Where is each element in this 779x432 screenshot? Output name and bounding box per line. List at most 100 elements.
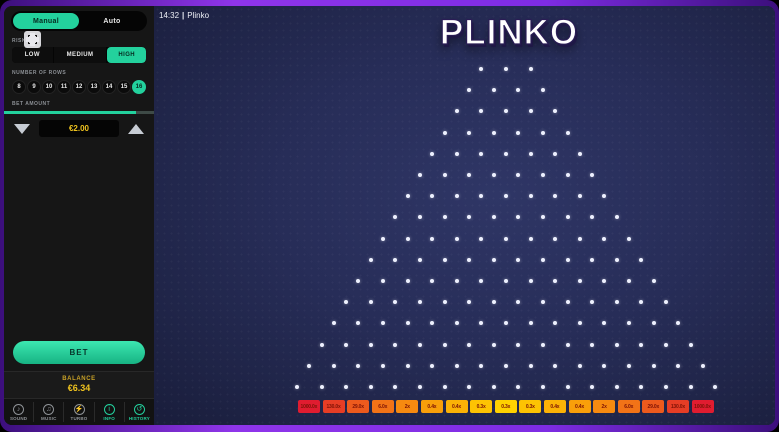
peg bbox=[491, 215, 496, 220]
peg bbox=[430, 321, 435, 326]
nav-info-button[interactable]: i INFO bbox=[93, 402, 124, 422]
peg bbox=[467, 300, 472, 305]
peg bbox=[393, 300, 398, 305]
multiplier-slot: 6.0x bbox=[617, 400, 640, 413]
mode-tab-auto[interactable]: Auto bbox=[103, 17, 121, 25]
rows-option-12[interactable]: 12 bbox=[72, 80, 86, 94]
peg bbox=[528, 236, 533, 241]
peg bbox=[540, 342, 545, 347]
mode-tab-manual[interactable]: Manual bbox=[13, 13, 79, 29]
risk-selector: LOW MEDIUM HIGH bbox=[12, 47, 146, 63]
peg bbox=[417, 342, 422, 347]
sidebar: Manual Auto RISK LOW MEDIUM HIGH NUMBER OF … bbox=[4, 6, 154, 425]
peg bbox=[590, 342, 595, 347]
multiplier-slot: 0.3x bbox=[494, 400, 517, 413]
peg bbox=[368, 342, 373, 347]
rows-label: NUMBER OF ROWS bbox=[12, 70, 67, 76]
peg bbox=[393, 385, 398, 389]
rows-selector: 8 9 10 11 12 13 14 15 16 bbox=[12, 80, 146, 94]
app-content: Manual Auto RISK LOW MEDIUM HIGH NUMBER OF … bbox=[4, 6, 775, 425]
peg bbox=[553, 321, 558, 326]
mode-tabs: Manual Auto bbox=[11, 11, 147, 31]
peg bbox=[639, 257, 644, 262]
rows-option-8[interactable]: 8 bbox=[12, 80, 26, 94]
fullscreen-cursor-icon bbox=[24, 31, 41, 48]
peg bbox=[479, 109, 484, 114]
peg bbox=[491, 300, 496, 305]
peg bbox=[553, 109, 558, 114]
nav-history-button[interactable]: ↺ HISTORY bbox=[123, 402, 154, 422]
peg bbox=[590, 215, 595, 220]
peg bbox=[602, 363, 607, 368]
peg bbox=[467, 130, 472, 135]
peg bbox=[565, 385, 570, 389]
peg bbox=[553, 236, 558, 241]
peg bbox=[577, 279, 582, 283]
peg bbox=[516, 257, 521, 262]
risk-option-high[interactable]: HIGH bbox=[107, 47, 146, 63]
rows-option-11[interactable]: 11 bbox=[57, 80, 71, 94]
turbo-icon: ⚡ bbox=[73, 403, 85, 415]
peg bbox=[516, 173, 521, 177]
bet-button[interactable]: BET bbox=[13, 341, 145, 364]
bet-decrease-button[interactable] bbox=[14, 123, 30, 134]
peg bbox=[676, 363, 681, 368]
bet-amount-slider[interactable] bbox=[4, 111, 154, 114]
risk-option-medium[interactable]: MEDIUM bbox=[53, 47, 107, 63]
peg bbox=[540, 88, 545, 93]
peg bbox=[516, 88, 521, 93]
peg bbox=[454, 363, 459, 368]
peg bbox=[479, 151, 484, 156]
rows-option-9[interactable]: 9 bbox=[27, 80, 41, 94]
peg bbox=[504, 279, 508, 283]
peg bbox=[565, 257, 570, 262]
peg bbox=[627, 321, 631, 326]
peg bbox=[676, 321, 681, 326]
multiplier-slot: 2x bbox=[593, 400, 616, 413]
peg bbox=[479, 279, 484, 283]
peg bbox=[405, 321, 410, 326]
peg bbox=[577, 194, 582, 199]
peg bbox=[442, 300, 447, 305]
sidebar-spacer bbox=[4, 137, 154, 341]
nav-turbo-button[interactable]: ⚡ TURBO bbox=[63, 402, 93, 422]
peg bbox=[491, 130, 496, 135]
rows-option-13[interactable]: 13 bbox=[87, 80, 101, 94]
peg bbox=[553, 363, 558, 368]
risk-label: RISK bbox=[12, 38, 26, 44]
game-area: 14:32 | Plinko PLINKO 1000.0x 130.0x 29.0x 6.… bbox=[154, 6, 775, 425]
nav-sound-button[interactable]: ♪ SOUND bbox=[4, 402, 33, 422]
peg bbox=[590, 257, 595, 262]
peg bbox=[319, 385, 324, 389]
peg bbox=[516, 130, 521, 135]
peg bbox=[454, 109, 459, 114]
nav-music-button[interactable]: ♫ MUSIC bbox=[33, 402, 63, 422]
multiplier-slot: 0.4x bbox=[543, 400, 566, 413]
rows-option-16[interactable]: 16 bbox=[132, 80, 146, 94]
multiplier-slot: 0.4x bbox=[445, 400, 468, 413]
peg bbox=[442, 385, 447, 389]
peg bbox=[356, 279, 361, 283]
rows-option-10[interactable]: 10 bbox=[42, 80, 56, 94]
multiplier-slot: 130.0x bbox=[322, 400, 345, 413]
bet-increase-button[interactable] bbox=[128, 123, 144, 134]
risk-option-low[interactable]: LOW bbox=[12, 47, 53, 63]
multiplier-slot: 29.0x bbox=[347, 400, 370, 413]
peg bbox=[319, 342, 324, 347]
peg bbox=[528, 321, 533, 326]
peg bbox=[331, 363, 336, 368]
peg bbox=[516, 385, 521, 389]
rows-option-15[interactable]: 15 bbox=[117, 80, 131, 94]
info-icon: i bbox=[103, 403, 115, 415]
rows-option-14[interactable]: 14 bbox=[102, 80, 116, 94]
peg bbox=[540, 300, 545, 305]
peg bbox=[663, 300, 668, 305]
bet-amount-value[interactable]: €2.00 bbox=[39, 120, 119, 137]
peg bbox=[417, 385, 422, 389]
peg bbox=[393, 342, 398, 347]
peg bbox=[516, 342, 521, 347]
peg bbox=[417, 215, 422, 220]
peg bbox=[368, 300, 373, 305]
peg bbox=[504, 151, 508, 156]
